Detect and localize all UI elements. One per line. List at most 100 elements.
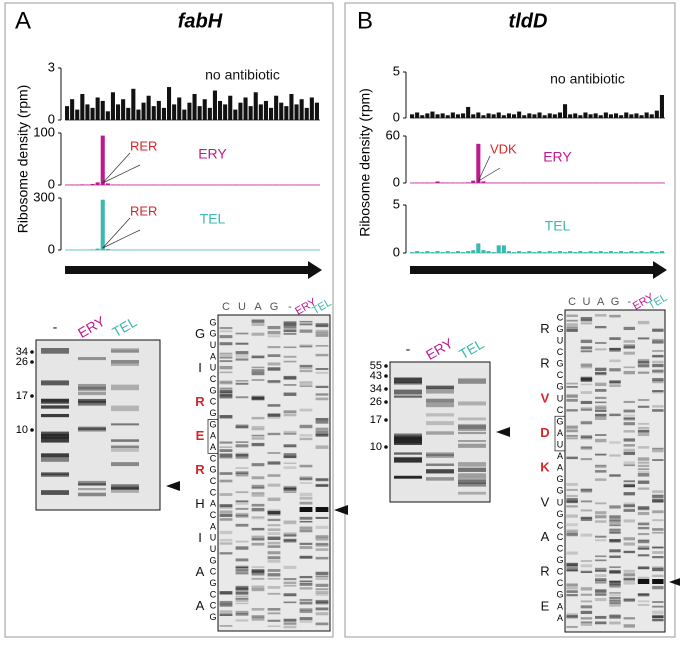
gel-band xyxy=(316,372,329,374)
gel-band xyxy=(652,619,663,621)
density-bar xyxy=(538,251,542,253)
gel-band xyxy=(638,427,649,429)
gel-band xyxy=(300,576,313,578)
gel-band xyxy=(284,523,297,525)
nucleotide: C xyxy=(557,520,564,530)
gel-band xyxy=(652,490,663,493)
gel-band xyxy=(609,359,620,362)
gel-band xyxy=(111,446,139,452)
gel-band xyxy=(236,541,249,543)
gel-band xyxy=(268,498,281,501)
gel-band xyxy=(316,535,329,538)
y-axis-label: Ribosome density (rpm) xyxy=(357,88,373,237)
gel-band xyxy=(652,450,663,453)
density-bar xyxy=(476,112,480,118)
lane-label: C xyxy=(222,301,230,313)
nucleotide: A xyxy=(210,442,216,452)
density-bar xyxy=(589,114,593,118)
gene-name: tldD xyxy=(509,10,548,32)
gel-band xyxy=(316,418,329,421)
gel-band xyxy=(394,452,422,454)
gel-band xyxy=(284,578,297,580)
gel-band xyxy=(316,393,329,395)
gel-band xyxy=(111,487,139,490)
codon: A xyxy=(541,529,550,544)
codon: E xyxy=(541,598,550,613)
gel-band xyxy=(300,381,313,383)
density-bar xyxy=(548,251,552,253)
gel-band xyxy=(624,410,635,413)
codon: R xyxy=(195,394,205,409)
nucleotide: U xyxy=(557,439,564,449)
panel-label: B xyxy=(357,7,373,34)
nucleotide: A xyxy=(557,613,563,623)
gel-band xyxy=(609,368,620,371)
codon: V xyxy=(541,494,550,509)
gel-band xyxy=(220,372,233,374)
marker-dot xyxy=(384,418,388,422)
gel-band xyxy=(236,508,249,510)
lane-label: ERY xyxy=(75,312,108,340)
gel-band xyxy=(624,417,635,419)
gel-band xyxy=(268,417,281,419)
gel-band xyxy=(624,578,635,581)
gel-band xyxy=(300,546,313,549)
nucleotide: C xyxy=(557,567,564,577)
density-bar xyxy=(101,136,105,185)
density-bar xyxy=(136,110,140,120)
gel-band xyxy=(284,585,297,587)
gel-band xyxy=(268,331,281,334)
density-bar xyxy=(152,106,156,120)
gel-band xyxy=(220,539,233,541)
gel-band xyxy=(300,602,313,605)
gel-band xyxy=(609,531,620,533)
marker-dot xyxy=(384,374,388,378)
nucleotide: C xyxy=(210,476,217,486)
gel-band xyxy=(236,603,249,605)
gel-band xyxy=(394,395,422,397)
gel-band xyxy=(624,401,635,403)
nucleotide: G xyxy=(556,416,563,426)
gel-band xyxy=(458,401,486,405)
gel-band xyxy=(581,617,592,619)
density-bar xyxy=(425,251,429,253)
gel-band xyxy=(566,590,577,592)
gel-band xyxy=(300,587,313,589)
gel-band xyxy=(595,314,606,316)
gel-band xyxy=(624,415,635,417)
gel-band xyxy=(638,473,649,476)
density-bar xyxy=(578,251,582,253)
density-bar xyxy=(558,251,562,253)
density-bar xyxy=(645,252,649,253)
gel-band xyxy=(638,362,649,364)
gel-band xyxy=(236,455,249,458)
gel-band xyxy=(566,483,577,486)
gel-band xyxy=(638,359,649,362)
nucleotide: U xyxy=(210,544,217,554)
gel-band xyxy=(652,500,663,503)
gel-band xyxy=(638,481,649,484)
gel-band xyxy=(609,583,620,585)
density-bar xyxy=(517,112,521,118)
marker-label: 34 xyxy=(370,383,382,395)
gel-band xyxy=(268,433,281,435)
gel-band xyxy=(300,370,313,372)
gel-band xyxy=(595,402,606,404)
gel-band xyxy=(252,463,265,466)
gel-band xyxy=(220,342,233,345)
nucleotide: A xyxy=(210,351,216,361)
gel-band xyxy=(220,366,233,369)
density-bar xyxy=(599,251,603,253)
density-bar xyxy=(583,252,587,253)
gel-band xyxy=(609,622,620,625)
gel-band xyxy=(78,387,106,391)
density-bar xyxy=(624,112,628,118)
gel-band xyxy=(300,617,313,620)
density-bar xyxy=(599,115,603,118)
gel-band xyxy=(581,384,592,386)
gel-band xyxy=(220,416,233,418)
density-bar xyxy=(543,252,547,253)
density-bar xyxy=(157,101,161,120)
gel-band xyxy=(236,500,249,502)
marker-label: 26 xyxy=(16,356,28,368)
